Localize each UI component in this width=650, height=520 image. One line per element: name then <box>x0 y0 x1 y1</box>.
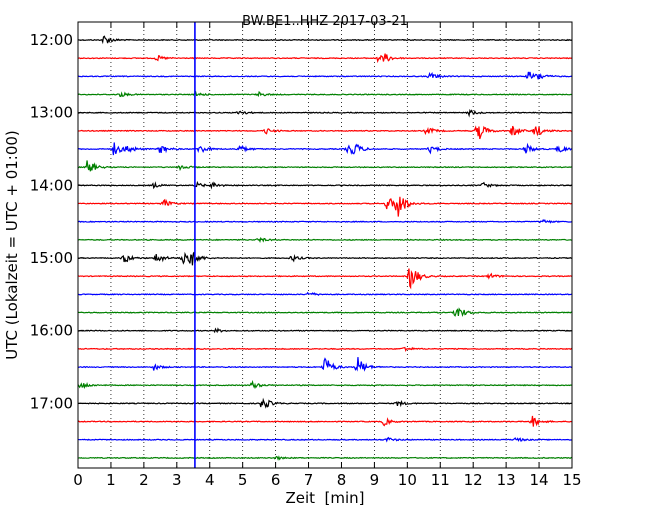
trace-1315 <box>77 125 573 140</box>
trace-1700 <box>77 397 573 409</box>
trace-group <box>77 35 573 461</box>
x-tick-label: 14 <box>530 471 549 489</box>
trace-1230 <box>77 71 573 80</box>
trace-1430 <box>77 218 573 224</box>
trace-1645 <box>77 379 573 390</box>
y-tick-label: 17:00 <box>30 394 73 412</box>
trace-1345 <box>77 160 573 172</box>
trace-1545 <box>77 307 573 318</box>
x-tick-label: 0 <box>73 471 83 489</box>
trace-1715 <box>77 415 573 427</box>
trace-1445 <box>77 236 573 244</box>
x-tick-label: 4 <box>205 471 215 489</box>
trace-1215 <box>77 53 573 64</box>
x-tick-label: 3 <box>172 471 182 489</box>
x-axis: 0 1 2 3 4 5 6 7 8 9 10 11 12 13 14 15 <box>73 22 582 489</box>
x-tick-label: 9 <box>370 471 380 489</box>
trace-1300 <box>77 108 573 118</box>
trace-1415 <box>77 196 573 217</box>
trace-1530 <box>77 291 573 297</box>
x-tick-label: 12 <box>464 471 483 489</box>
x-tick-label: 1 <box>106 471 116 489</box>
x-tick-label: 13 <box>497 471 516 489</box>
trace-1200 <box>77 35 573 45</box>
trace-1630 <box>77 357 573 372</box>
y-tick-label: 14:00 <box>30 176 73 194</box>
y-tick-label: 13:00 <box>30 104 73 122</box>
y-axis-label: UTC (Lokalzeit = UTC + 01:00) <box>3 130 21 360</box>
x-tick-label: 10 <box>398 471 417 489</box>
x-tick-label: 7 <box>304 471 314 489</box>
plot-frame <box>77 21 573 469</box>
trace-1515 <box>77 268 573 290</box>
trace-1500 <box>77 251 573 266</box>
trace-1330 <box>77 142 573 156</box>
x-axis-label: Zeit [min] <box>285 489 364 507</box>
x-tick-label: 15 <box>562 471 581 489</box>
x-tick-label: 11 <box>431 471 450 489</box>
x-tick-label: 6 <box>271 471 281 489</box>
grid-lines <box>110 22 540 468</box>
x-tick-label: 5 <box>238 471 248 489</box>
y-tick-label: 16:00 <box>30 322 73 340</box>
y-axis: 12:00 13:00 14:00 15:00 16:00 17:00 <box>30 31 572 412</box>
trace-1400 <box>77 180 573 190</box>
trace-1615 <box>77 346 573 353</box>
y-tick-label: 12:00 <box>30 31 73 49</box>
trace-1600 <box>77 327 573 334</box>
y-tick-label: 15:00 <box>30 249 73 267</box>
trace-1245 <box>77 90 573 98</box>
trace-1745 <box>77 455 573 461</box>
x-tick-label: 2 <box>139 471 149 489</box>
x-tick-label: 8 <box>337 471 347 489</box>
trace-1730 <box>77 436 573 443</box>
